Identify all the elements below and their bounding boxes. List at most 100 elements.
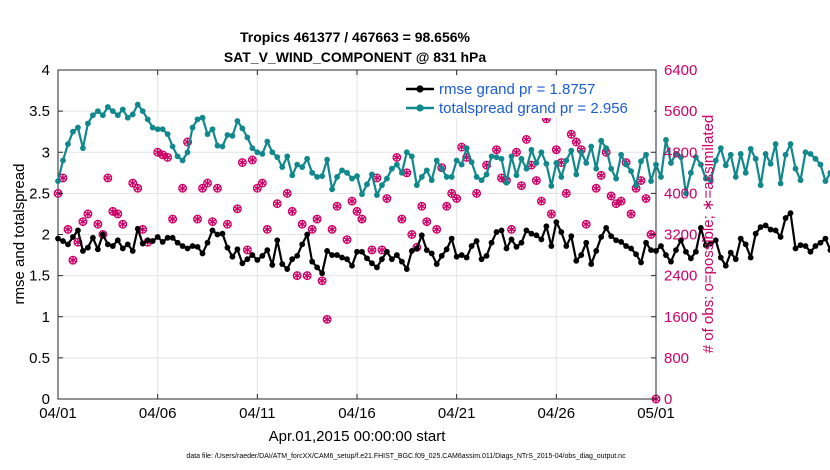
- totalspread-point: [722, 162, 729, 169]
- rmse-point: [752, 230, 759, 237]
- totalspread-point: [453, 157, 460, 164]
- totalspread-point: [812, 155, 819, 162]
- y-tick-label: 4: [42, 62, 50, 79]
- obs-possible-point: [83, 209, 93, 219]
- totalspread-point: [508, 153, 515, 160]
- obs-possible-point: [222, 219, 232, 229]
- rmse-point: [633, 251, 639, 258]
- totalspread-point: [443, 174, 450, 180]
- totalspread-point: [428, 177, 435, 184]
- rmse-point: [174, 239, 181, 246]
- obs-count-marker: [247, 155, 257, 165]
- totalspread-point: [374, 192, 380, 198]
- obs-assimilated-point: [169, 215, 177, 223]
- totalspread-point: [538, 149, 545, 156]
- rmse-point: [707, 240, 714, 247]
- obs-possible-point: [153, 147, 163, 157]
- obs-assimilated-point: [582, 220, 590, 228]
- obs-assimilated-point: [84, 210, 92, 218]
- totalspread-point: [503, 179, 510, 186]
- rmse-point: [453, 253, 460, 260]
- rmse-point: [159, 239, 166, 245]
- obs-count-marker: [118, 219, 128, 229]
- obs-count-marker: [78, 217, 88, 227]
- rmse-point: [85, 244, 91, 251]
- obs-possible-point: [611, 199, 621, 209]
- rmse-point: [777, 234, 784, 240]
- totalspread-point: [244, 134, 251, 141]
- obs-assimilated-point: [368, 246, 376, 254]
- chart-subtitle: SAT_V_WIND_COMPONENT @ 831 hPa: [224, 49, 487, 65]
- obs-count-marker: [163, 152, 173, 162]
- obs-possible-point: [113, 209, 123, 219]
- rmse-point: [194, 243, 201, 250]
- rmse-point: [264, 247, 271, 254]
- rmse-point: [687, 255, 694, 262]
- obs-count-marker: [168, 214, 178, 224]
- obs-count-marker: [581, 219, 591, 229]
- obs-possible-point: [551, 145, 561, 155]
- rmse-point: [149, 238, 156, 244]
- obs-assimilated-point: [597, 171, 605, 179]
- obs-possible-point: [517, 181, 526, 191]
- obs-assimilated-point: [129, 179, 137, 187]
- obs-possible-point: [272, 199, 282, 209]
- totalspread-point: [224, 132, 231, 138]
- obs-count-marker: [257, 178, 267, 188]
- obs-assimilated-point: [194, 215, 202, 223]
- obs-count-marker: [252, 183, 262, 193]
- rmse-point: [588, 261, 595, 268]
- totalspread-point: [388, 165, 395, 172]
- totalspread-point: [548, 183, 555, 189]
- obs-possible-point: [482, 160, 492, 170]
- obs-count-marker: [626, 209, 636, 219]
- obs-count-marker: [417, 201, 427, 211]
- obs-count-marker: [407, 230, 417, 239]
- totalspread-point: [568, 147, 575, 154]
- obs-possible-point: [357, 214, 367, 224]
- obs-assimilated-point: [378, 246, 386, 254]
- rmse-point: [55, 235, 61, 242]
- obs-assimilated-point: [433, 225, 441, 233]
- rmse-point: [787, 210, 794, 217]
- totalspread-point: [164, 131, 171, 138]
- rmse-point: [70, 234, 76, 240]
- right-y-tick-label: 5600: [664, 103, 697, 120]
- rmse-point: [483, 252, 490, 259]
- rmse-point: [80, 248, 86, 254]
- obs-possible-point: [432, 224, 442, 234]
- y-tick-label: 3.5: [29, 103, 50, 120]
- rmse-point: [558, 229, 565, 235]
- obs-possible-point: [257, 178, 267, 188]
- obs-assimilated-point: [493, 146, 501, 154]
- rmse-point: [827, 247, 830, 253]
- rmse-point: [578, 252, 585, 258]
- totalspread-point: [393, 161, 400, 168]
- obs-count-marker: [342, 235, 352, 245]
- totalspread-point: [827, 169, 830, 176]
- obs-assimilated-point: [508, 225, 515, 233]
- chart-title: Tropics 461377 / 467663 = 98.656%: [240, 29, 471, 45]
- obs-assimilated-point: [293, 272, 301, 280]
- x-tick-label: 04/26: [538, 405, 576, 422]
- totalspread-point: [528, 146, 535, 153]
- totalspread-point: [598, 137, 605, 144]
- obs-possible-point: [98, 230, 108, 239]
- y-tick-label: 2.5: [29, 185, 50, 202]
- right-y-axis-label: # of obs: o=possible; ∗=assimilated: [700, 115, 717, 354]
- totalspread-point: [433, 157, 440, 164]
- obs-count-marker: [193, 214, 202, 224]
- totalspread-point: [658, 174, 664, 180]
- totalspread-point: [757, 182, 764, 189]
- rmse-point: [129, 248, 136, 254]
- totalspread-point: [673, 150, 679, 157]
- totalspread-point: [234, 118, 241, 124]
- totalspread-point: [772, 141, 779, 147]
- obs-assimilated-point: [547, 210, 555, 218]
- rmse-point: [762, 222, 769, 229]
- obs-count-marker: [432, 224, 442, 234]
- totalspread-point: [717, 145, 724, 152]
- obs-assimilated-point: [253, 184, 261, 192]
- obs-count-marker: [272, 199, 282, 209]
- totalspread-point: [707, 177, 714, 184]
